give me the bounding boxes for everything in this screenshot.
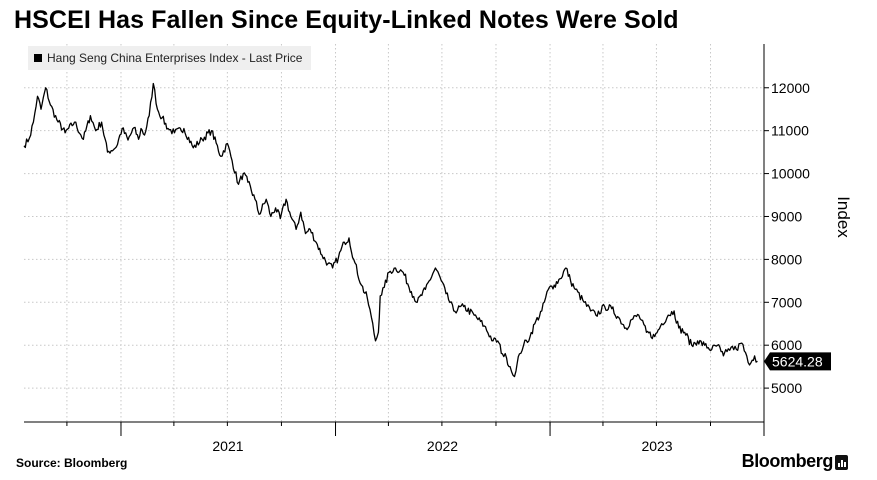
legend-label: Hang Seng China Enterprises Index - Last… bbox=[47, 51, 303, 65]
source-note: Source: Bloomberg bbox=[16, 456, 128, 470]
bloomberg-terminal-icon bbox=[835, 455, 848, 470]
y-tick-label: 8000 bbox=[771, 251, 802, 267]
x-axis: 2021 2022 2023 bbox=[24, 421, 765, 454]
y-tick-label: 10000 bbox=[771, 166, 810, 182]
y-axis-label: Index bbox=[834, 196, 853, 238]
series-line bbox=[23, 82, 758, 378]
series-layer bbox=[23, 82, 758, 378]
y-tick-label: 9000 bbox=[771, 208, 802, 224]
x-tick-label: 2023 bbox=[641, 438, 672, 454]
x-tick-label: 2022 bbox=[427, 438, 458, 454]
y-tick-label: 11000 bbox=[771, 123, 809, 139]
last-price-label: 5624.28 bbox=[772, 353, 823, 369]
y-axis: 5000 6000 7000 8000 9000 10000 11000 12000 5624.… bbox=[763, 44, 831, 426]
bloomberg-logo: Bloomberg bbox=[741, 451, 834, 471]
legend: Hang Seng China Enterprises Index - Last… bbox=[28, 46, 312, 70]
chart-title: HSCEI Has Fallen Since Equity-Linked Not… bbox=[14, 6, 679, 34]
y-tick-label: 12000 bbox=[771, 80, 810, 96]
last-price-tag-bg bbox=[764, 352, 831, 371]
y-tick-label: 6000 bbox=[771, 337, 802, 353]
x-tick-label: 2021 bbox=[212, 438, 243, 454]
last-price-tag: 5624.28 bbox=[764, 352, 831, 371]
legend-swatch bbox=[34, 54, 42, 62]
y-tick-label: 5000 bbox=[771, 380, 802, 396]
y-tick-label: 7000 bbox=[771, 294, 802, 310]
grid bbox=[24, 44, 764, 422]
